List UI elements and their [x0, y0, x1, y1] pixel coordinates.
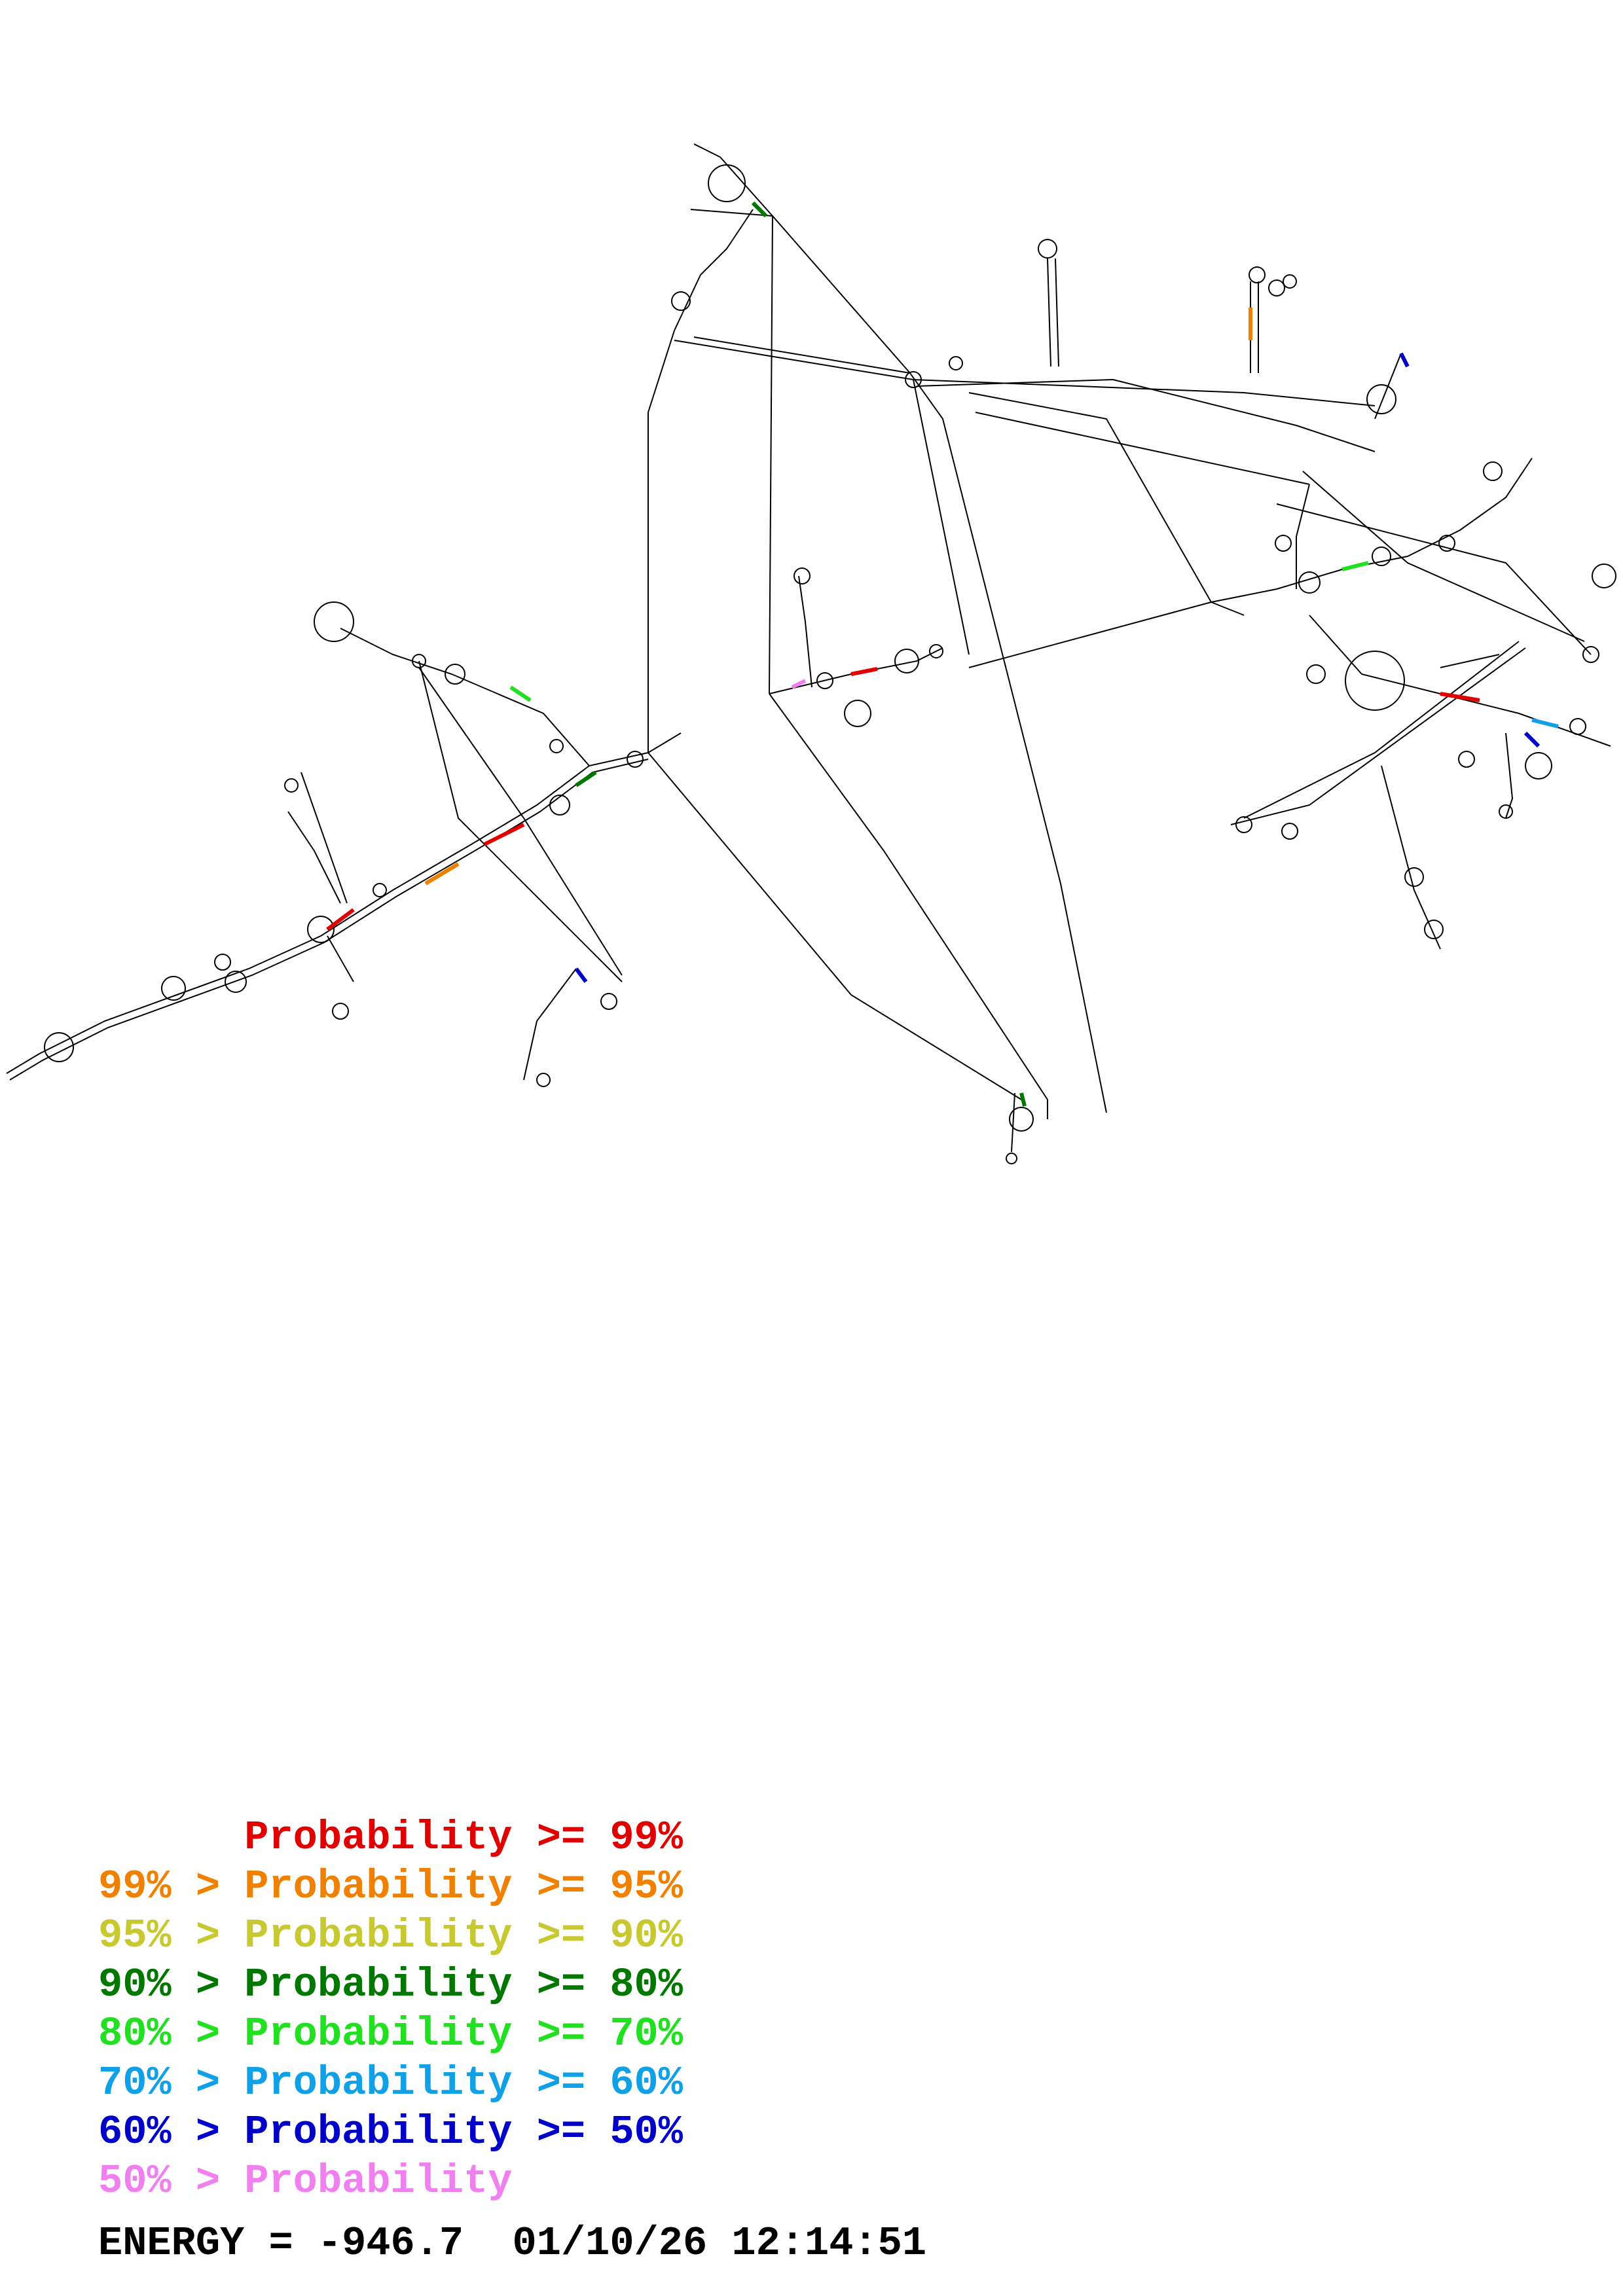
legend-row: 50% > Probability [98, 2158, 513, 2204]
legend-row: 60% > Probability >= 50% [98, 2109, 683, 2155]
legend-row: 70% > Probability >= 60% [98, 2060, 683, 2106]
energy-footer: ENERGY = -946.7 01/10/26 12:14:51 [98, 2219, 926, 2268]
legend-row: 80% > Probability >= 70% [98, 2011, 683, 2057]
legend-row: 95% > Probability >= 90% [98, 1912, 683, 1959]
rna-secondary-structure-diagram [6, 143, 1616, 1164]
right-cluster [1211, 457, 1616, 950]
center-multiloop [769, 567, 943, 727]
bottom-hairpin [1006, 1092, 1048, 1164]
legend-row: 99% > Probability >= 95% [98, 1863, 683, 1910]
legend-row: 90% > Probability >= 80% [98, 1962, 683, 2008]
energy-value: -946.7 [317, 2220, 464, 2267]
energy-label: ENERGY = [98, 2220, 318, 2267]
left-arm-stem [6, 601, 649, 1087]
probability-legend: Probability >= 99% 99% > Probability >= 9… [98, 1813, 683, 2206]
base-pair-highlights [326, 201, 1559, 1107]
rna-structure [6, 143, 1616, 1164]
timestamp: 01/10/26 12:14:51 [512, 2220, 927, 2267]
legend-row: Probability >= 99% [98, 1814, 683, 1861]
backbone-lines [301, 209, 1592, 1113]
top-center-hairpins [671, 143, 1402, 420]
